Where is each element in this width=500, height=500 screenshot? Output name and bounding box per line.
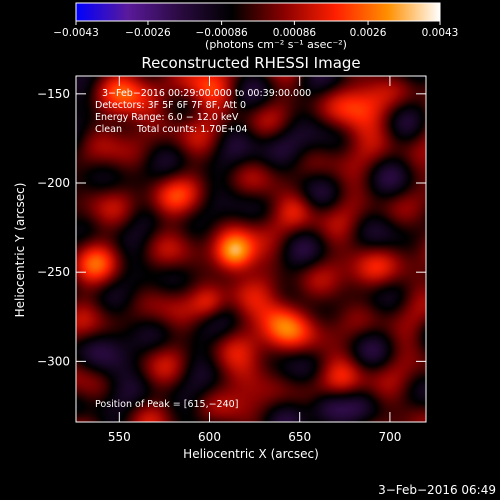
- colorbar-tick-label: 0.00086: [273, 27, 317, 39]
- info-detectors: Detectors: 3F 5F 6F 7F 8F, Att 0: [95, 100, 246, 111]
- colorbar-tick-label: 0.0026: [350, 27, 387, 39]
- info-energy-range: Energy Range: 6.0 − 12.0 keV: [95, 112, 239, 123]
- heatmap-image: [76, 76, 426, 422]
- heatmap-raster: [76, 76, 426, 422]
- y-axis-label: Heliocentric Y (arcsec): [13, 183, 27, 318]
- y-tick-label: −200: [37, 176, 70, 190]
- colorbar-gradient: [76, 3, 440, 21]
- info-time-range: 3−Feb−2016 00:29:00.000 to 00:39:00.000: [102, 88, 311, 99]
- observation-info: 3−Feb−2016 00:29:00.000 to 00:39:00.000 …: [95, 88, 311, 135]
- colorbar-frame: [75, 2, 441, 22]
- peak-position-label: Position of Peak = [615,−240]: [95, 399, 238, 410]
- x-axis-label: Heliocentric X (arcsec): [183, 447, 319, 461]
- x-tick-label: 650: [288, 430, 311, 444]
- colorbar-tick-label: −0.00086: [195, 27, 248, 39]
- y-tick-label: −250: [37, 265, 70, 279]
- x-axis-ticks: 550 600 650 700: [108, 76, 401, 444]
- x-tick-label: 550: [108, 430, 131, 444]
- y-axis-ticks: −150 −200 −250 −300: [37, 87, 426, 368]
- info-clean-counts: Clean Total counts: 1.70E+04: [95, 124, 247, 135]
- plot-frame: [75, 75, 427, 423]
- colorbar-ticks: −0.0043 −0.0026 −0.00086 0.00086 0.0026 0.004…: [53, 21, 458, 39]
- y-tick-label: −150: [37, 87, 70, 101]
- chart-title: Reconstructed RHESSI Image: [141, 54, 360, 72]
- x-tick-label: 600: [198, 430, 221, 444]
- colorbar-tick-label: −0.0026: [125, 27, 171, 39]
- footer-timestamp: 3−Feb−2016 06:49: [378, 483, 496, 497]
- colorbar-tick-label: 0.0043: [422, 27, 459, 39]
- colorbar-unit-label: (photons cm⁻² s⁻¹ asec⁻²): [205, 38, 347, 51]
- colorbar-tick-label: −0.0043: [53, 27, 99, 39]
- y-tick-label: −300: [37, 354, 70, 368]
- colorbar: −0.0043 −0.0026 −0.00086 0.00086 0.0026 0.004…: [53, 2, 458, 51]
- x-tick-label: 700: [378, 430, 401, 444]
